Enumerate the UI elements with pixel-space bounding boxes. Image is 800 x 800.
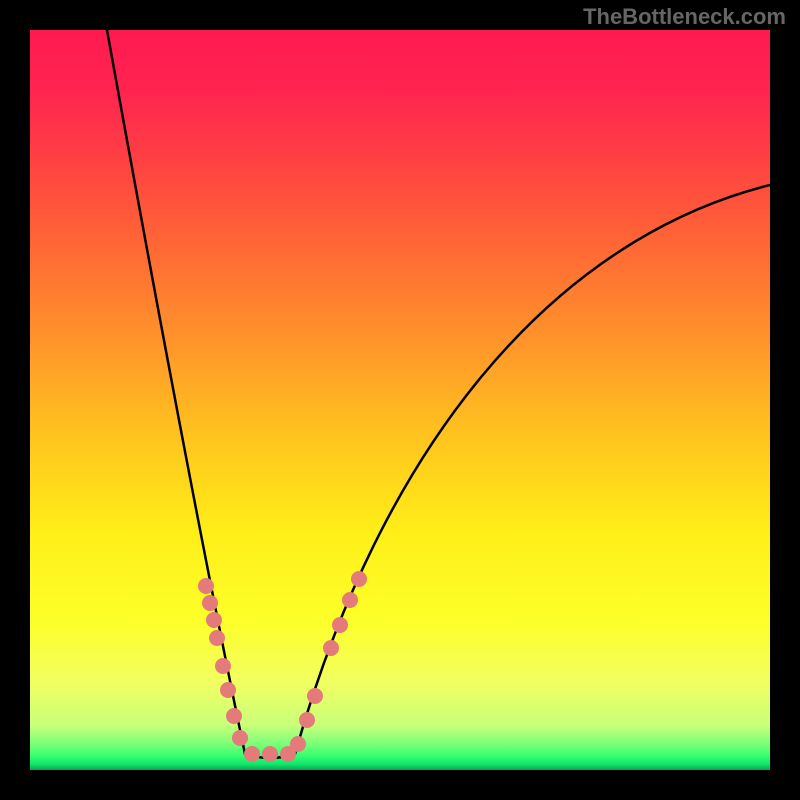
marker-right-2 (307, 688, 323, 704)
marker-right-5 (342, 592, 358, 608)
marker-right-3 (323, 640, 339, 656)
marker-left-2 (206, 612, 222, 628)
marker-left-6 (226, 708, 242, 724)
marker-left-0 (198, 578, 214, 594)
plot-area (30, 30, 770, 770)
marker-left-4 (215, 658, 231, 674)
marker-left-1 (202, 595, 218, 611)
marker-floor-0 (244, 746, 260, 762)
marker-left-5 (220, 682, 236, 698)
marker-left-3 (209, 630, 225, 646)
marker-right-4 (332, 617, 348, 633)
marker-left-7 (232, 730, 248, 746)
plot-svg (30, 30, 770, 770)
watermark-text: TheBottleneck.com (583, 4, 786, 30)
gradient-background (30, 30, 770, 770)
marker-right-6 (351, 571, 367, 587)
marker-right-1 (299, 712, 315, 728)
marker-floor-1 (262, 746, 278, 762)
marker-right-0 (290, 736, 306, 752)
